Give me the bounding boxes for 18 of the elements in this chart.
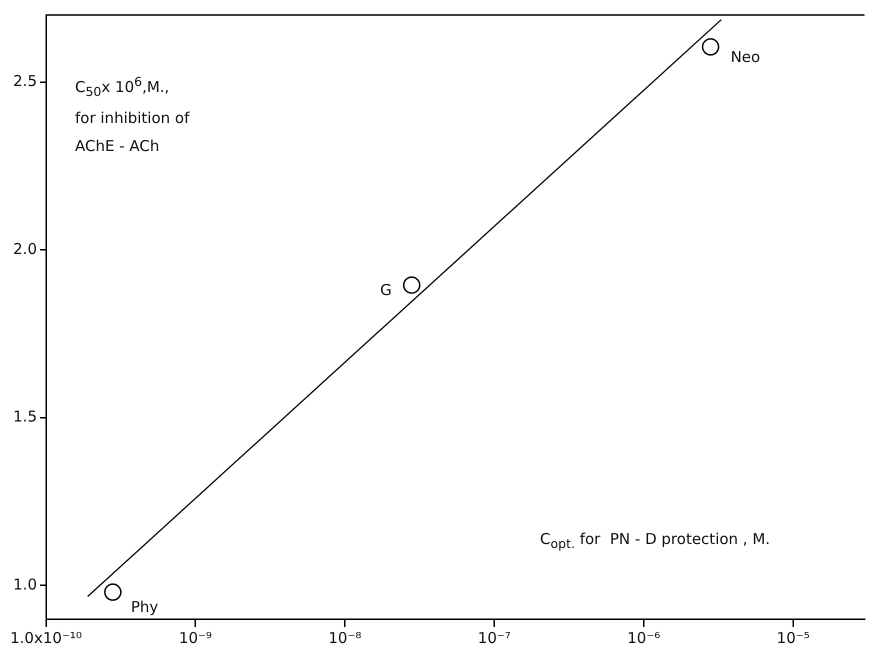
annotation: Neo <box>730 48 760 66</box>
point <box>104 583 122 601</box>
y-axis-title: C$_{50}$x 10$^{6}$,M., for inhibition of AChE - ACh <box>75 73 190 158</box>
point <box>402 276 420 294</box>
point <box>702 38 720 56</box>
annotation: G <box>380 281 392 300</box>
x-tick-label: 10⁻⁶ <box>627 628 660 647</box>
x-tick-label: 10⁻⁵ <box>776 628 810 647</box>
x-tick-label: 10⁻⁸ <box>328 628 362 647</box>
y-tick-label: 2.0 <box>13 240 37 258</box>
y-tick-label: 2.5 <box>13 72 37 90</box>
x-tick-label: 10⁻⁹ <box>178 628 212 647</box>
x-tick-label: 10⁻⁷ <box>478 628 511 647</box>
x-tick-label: 1.0x10⁻¹⁰ <box>10 628 82 647</box>
annotation: Phy <box>130 598 158 616</box>
y-tick-label: 1.0 <box>13 575 37 594</box>
x-axis-title: C$_{opt.}$ for PN - D protection , M. <box>540 529 770 553</box>
y-tick-label: 1.5 <box>13 408 37 426</box>
